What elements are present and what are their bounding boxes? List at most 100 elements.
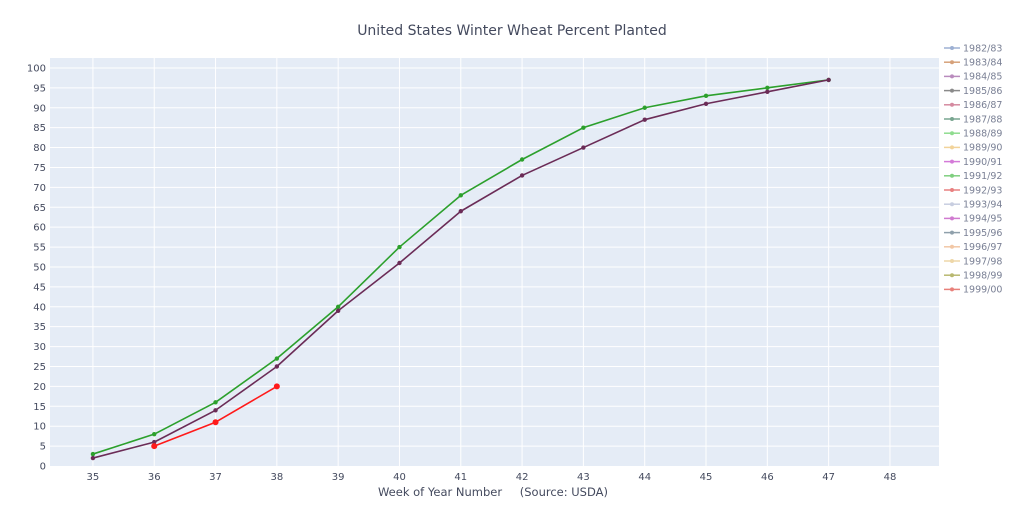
legend-item[interactable]: 1986/87 bbox=[944, 100, 1002, 111]
x-tick-label: 36 bbox=[148, 472, 161, 483]
data-point bbox=[152, 431, 157, 437]
y-tick-label: 10 bbox=[33, 422, 46, 433]
data-point bbox=[458, 209, 463, 214]
legend-label: 1996/97 bbox=[963, 242, 1002, 253]
legend-item[interactable]: 1993/94 bbox=[944, 200, 1002, 211]
legend-marker-swatch bbox=[950, 74, 954, 79]
x-tick-label: 35 bbox=[87, 472, 100, 483]
legend-item[interactable]: 1990/91 bbox=[944, 157, 1002, 168]
legend-label: 1983/84 bbox=[963, 58, 1002, 69]
legend-label: 1987/88 bbox=[963, 114, 1002, 125]
legend-marker-swatch bbox=[950, 159, 954, 164]
y-tick-label: 45 bbox=[33, 282, 46, 293]
legend-item[interactable]: 1994/95 bbox=[944, 214, 1002, 225]
legend-marker-swatch bbox=[950, 145, 954, 150]
data-point bbox=[213, 400, 218, 405]
legend-marker-swatch bbox=[950, 230, 954, 235]
data-point bbox=[274, 364, 280, 369]
data-point bbox=[581, 145, 586, 150]
legend-label: 1995/96 bbox=[963, 228, 1002, 239]
legend-item[interactable]: 1983/84 bbox=[944, 58, 1002, 69]
y-tick-label: 90 bbox=[33, 103, 46, 114]
plot-area bbox=[50, 58, 939, 466]
x-tick-label: 39 bbox=[332, 472, 345, 483]
y-tick-label: 65 bbox=[33, 203, 46, 214]
series-red bbox=[151, 383, 280, 450]
legend-item[interactable]: 1998/99 bbox=[944, 271, 1002, 282]
data-point bbox=[212, 419, 219, 426]
legend-marker-swatch bbox=[950, 188, 954, 192]
y-tick-label: 15 bbox=[33, 402, 46, 413]
y-tick-label: 30 bbox=[33, 342, 46, 353]
y-axis-ticks: 0 5 10 15 20 25 30 35 40 45 50 55 60 65 70 75 80 85 90 95 10… bbox=[27, 63, 46, 472]
data-point bbox=[213, 408, 218, 413]
legend-label: 1993/94 bbox=[963, 200, 1002, 211]
legend-marker-swatch bbox=[950, 131, 954, 136]
legend-item[interactable]: 1992/93 bbox=[944, 185, 1002, 196]
data-point bbox=[765, 89, 770, 95]
legend-label: 1999/00 bbox=[963, 285, 1002, 296]
y-tick-label: 35 bbox=[33, 322, 46, 333]
legend-label: 1994/95 bbox=[963, 214, 1002, 225]
y-tick-label: 70 bbox=[33, 183, 46, 194]
x-axis-label: Week of Year Number bbox=[378, 485, 502, 499]
x-tick-label: 40 bbox=[393, 472, 406, 483]
data-point bbox=[90, 455, 96, 461]
legend-item[interactable]: 1996/97 bbox=[944, 242, 1002, 253]
legend-item[interactable]: 1988/89 bbox=[944, 129, 1002, 140]
y-tick-label: 40 bbox=[33, 302, 46, 313]
data-point bbox=[90, 451, 96, 457]
series-layer bbox=[90, 77, 831, 461]
x-tick-label: 43 bbox=[577, 472, 590, 483]
legend-item[interactable]: 1989/90 bbox=[944, 143, 1002, 154]
legend-item[interactable]: 1987/88 bbox=[944, 114, 1002, 125]
data-point bbox=[642, 117, 647, 122]
data-point bbox=[151, 443, 158, 450]
legend-marker-swatch bbox=[950, 287, 954, 292]
legend-item[interactable]: 1991/92 bbox=[944, 171, 1002, 182]
legend-marker-swatch bbox=[950, 244, 954, 249]
y-tick-label: 20 bbox=[33, 382, 46, 393]
data-point bbox=[519, 173, 525, 178]
legend-marker-swatch bbox=[950, 202, 954, 207]
data-point bbox=[458, 193, 463, 198]
data-point bbox=[765, 85, 770, 91]
legend-item[interactable]: 1995/96 bbox=[944, 228, 1002, 239]
legend-item[interactable]: 1985/86 bbox=[944, 86, 1002, 97]
x-tick-label: 41 bbox=[454, 472, 467, 483]
chart-title: United States Winter Wheat Percent Plant… bbox=[357, 23, 667, 39]
y-tick-label: 55 bbox=[33, 243, 46, 254]
legend-item[interactable]: 1982/83 bbox=[944, 43, 1002, 54]
legend-item[interactable]: 1984/85 bbox=[944, 72, 1002, 83]
data-point bbox=[152, 439, 157, 445]
legend-marker-swatch bbox=[950, 173, 954, 178]
x-tick-label: 42 bbox=[516, 472, 529, 483]
y-tick-label: 25 bbox=[33, 362, 46, 373]
legend-item[interactable]: 1997/98 bbox=[944, 256, 1002, 267]
data-point bbox=[274, 356, 280, 361]
legend-marker-swatch bbox=[950, 102, 954, 107]
y-tick-label: 95 bbox=[33, 83, 46, 94]
legend-label: 1988/89 bbox=[963, 129, 1002, 140]
legend-item[interactable]: 1999/00 bbox=[944, 285, 1002, 296]
legend-label: 1998/99 bbox=[963, 271, 1002, 282]
legend-marker-swatch bbox=[950, 46, 954, 50]
y-tick-label: 100 bbox=[27, 63, 46, 74]
legend-label: 1986/87 bbox=[963, 100, 1002, 111]
x-tick-label: 47 bbox=[822, 472, 835, 483]
x-tick-label: 38 bbox=[270, 472, 283, 483]
source-note: (Source: USDA) bbox=[520, 485, 608, 499]
legend-label: 1984/85 bbox=[963, 72, 1002, 83]
x-tick-label: 48 bbox=[884, 472, 897, 483]
legend-marker-swatch bbox=[950, 88, 954, 93]
data-point bbox=[273, 383, 280, 390]
data-point bbox=[335, 304, 341, 309]
legend-label: 1997/98 bbox=[963, 256, 1002, 267]
legend-marker-swatch bbox=[950, 259, 954, 263]
series-purple bbox=[90, 77, 831, 461]
legend-label: 1990/91 bbox=[963, 157, 1002, 168]
y-tick-label: 50 bbox=[33, 262, 46, 273]
y-tick-label: 80 bbox=[33, 143, 46, 154]
y-tick-label: 85 bbox=[33, 123, 46, 134]
